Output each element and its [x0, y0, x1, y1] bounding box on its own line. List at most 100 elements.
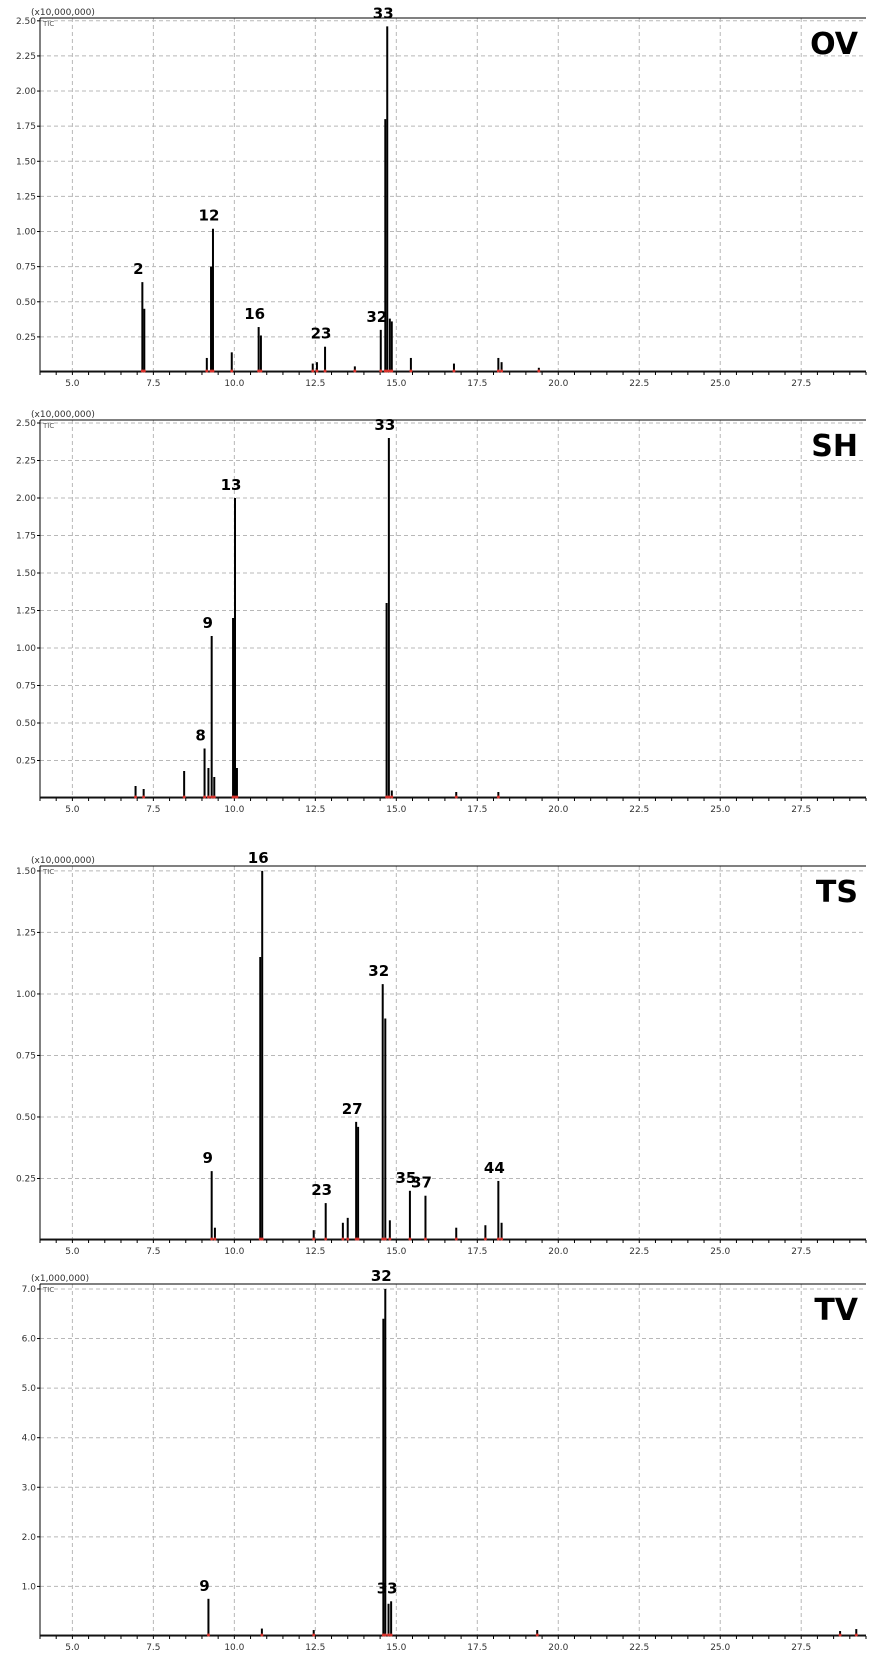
y-tick-label: 5.0: [22, 1384, 37, 1394]
peak-label: 16: [248, 849, 269, 867]
sample-name: OV: [810, 27, 859, 62]
peak-marker: [500, 369, 504, 373]
chromatogram-panel-tv: 5.0 7.5 10.0 12.5 15.0 17.5 20.0 22.5 25.0 27.5 1.…: [22, 1267, 867, 1653]
y-tick-label: 1.75: [16, 122, 36, 132]
y-scale-label: (x10,000,000): [31, 856, 95, 866]
y-tick-label: 2.25: [16, 52, 36, 62]
y-tick-label: 1.00: [16, 644, 36, 654]
y-tick-label: 1.25: [16, 607, 36, 617]
peak-label: 16: [244, 305, 265, 323]
peak-marker: [496, 369, 500, 373]
y-tick-label: 0.75: [16, 1051, 36, 1061]
y-tick-label: 1.25: [16, 928, 36, 938]
peak-label: 2: [133, 260, 143, 278]
signal-label: TIC: [42, 868, 54, 876]
peak-marker: [390, 369, 394, 373]
peak-marker: [341, 1237, 345, 1241]
y-tick-label: 2.00: [16, 87, 36, 97]
peak-label: 27: [342, 1100, 363, 1118]
peak-marker: [535, 1633, 539, 1637]
x-tick-label: 27.5: [791, 1247, 811, 1257]
y-tick-label: 2.0: [22, 1533, 37, 1543]
chromatogram-panel-sh: 5.0 7.5 10.0 12.5 15.0 17.5 20.0 22.5 25.0 27.5 0.…: [16, 410, 867, 815]
peak-marker: [408, 1237, 412, 1241]
peak-marker: [311, 369, 315, 373]
peak-marker: [203, 795, 207, 799]
x-tick-label: 27.5: [791, 805, 811, 815]
x-tick-label: 22.5: [629, 805, 649, 815]
x-tick-label: 17.5: [467, 1247, 487, 1257]
y-tick-label: 1.0: [22, 1582, 37, 1592]
peak-marker: [388, 1237, 392, 1241]
x-tick-label: 5.0: [65, 805, 80, 815]
peak-marker: [211, 369, 215, 373]
y-tick-label: 0.25: [16, 1174, 36, 1184]
peak-marker: [210, 795, 214, 799]
peak-label: 12: [199, 207, 220, 225]
peak-marker: [838, 1633, 842, 1637]
peak-marker: [383, 1237, 387, 1241]
peak-marker: [142, 795, 146, 799]
x-tick-label: 25.0: [710, 379, 730, 389]
x-tick-label: 17.5: [467, 1643, 487, 1653]
y-tick-label: 0.50: [16, 298, 36, 308]
y-tick-label: 4.0: [22, 1434, 37, 1444]
y-tick-label: 7.0: [22, 1285, 37, 1295]
peak-marker: [454, 1237, 458, 1241]
x-tick-label: 10.0: [224, 379, 244, 389]
peak-marker: [483, 1237, 487, 1241]
peak-marker: [385, 795, 389, 799]
peak-marker: [134, 795, 138, 799]
x-tick-label: 12.5: [305, 1643, 325, 1653]
x-tick-label: 7.5: [146, 805, 160, 815]
peak-marker: [496, 1237, 500, 1241]
x-tick-label: 12.5: [305, 805, 325, 815]
sample-name: SH: [811, 429, 858, 464]
x-tick-label: 10.0: [224, 1247, 244, 1257]
peak-marker: [323, 369, 327, 373]
signal-label: TIC: [42, 1286, 54, 1294]
x-tick-label: 25.0: [710, 1247, 730, 1257]
x-tick-label: 25.0: [710, 1643, 730, 1653]
x-tick-label: 7.5: [146, 379, 160, 389]
peak-label: 23: [311, 325, 332, 343]
y-tick-label: 6.0: [22, 1335, 37, 1345]
peak-marker: [260, 1633, 264, 1637]
x-tick-label: 27.5: [791, 379, 811, 389]
y-tick-label: 0.25: [16, 757, 36, 767]
x-tick-label: 5.0: [65, 1247, 80, 1257]
x-tick-label: 10.0: [224, 805, 244, 815]
y-scale-label: (x1,000,000): [31, 1274, 89, 1284]
peak-label: 23: [311, 1181, 332, 1199]
x-tick-label: 20.0: [548, 1643, 568, 1653]
peak-marker: [496, 795, 500, 799]
y-tick-label: 1.50: [16, 569, 36, 579]
peak-marker: [259, 369, 263, 373]
peak-marker: [210, 1237, 214, 1241]
y-tick-label: 0.50: [16, 719, 36, 729]
peak-marker: [854, 1633, 858, 1637]
peak-marker: [213, 1237, 217, 1241]
y-tick-label: 1.50: [16, 157, 36, 167]
peak-marker: [452, 369, 456, 373]
peak-label: 32: [366, 308, 387, 326]
x-tick-label: 15.0: [386, 1247, 406, 1257]
peak-marker: [353, 369, 357, 373]
y-tick-label: 1.50: [16, 867, 36, 877]
x-tick-label: 12.5: [305, 379, 325, 389]
signal-label: TIC: [42, 422, 54, 430]
peak-marker: [206, 1633, 210, 1637]
peak-marker: [235, 795, 239, 799]
chromatogram-panel-ts: 5.0 7.5 10.0 12.5 15.0 17.5 20.0 22.5 25.0 27.5 0.…: [16, 849, 867, 1257]
peak-marker: [142, 369, 146, 373]
x-tick-label: 15.0: [386, 379, 406, 389]
y-tick-label: 1.75: [16, 532, 36, 542]
peak-label: 37: [411, 1174, 432, 1192]
sample-name: TV: [814, 1293, 858, 1328]
signal-label: TIC: [42, 20, 54, 28]
y-tick-label: 2.00: [16, 494, 36, 504]
y-tick-label: 1.25: [16, 192, 36, 202]
peak-marker: [409, 369, 413, 373]
y-tick-label: 1.00: [16, 228, 36, 238]
y-tick-label: 0.75: [16, 263, 36, 273]
